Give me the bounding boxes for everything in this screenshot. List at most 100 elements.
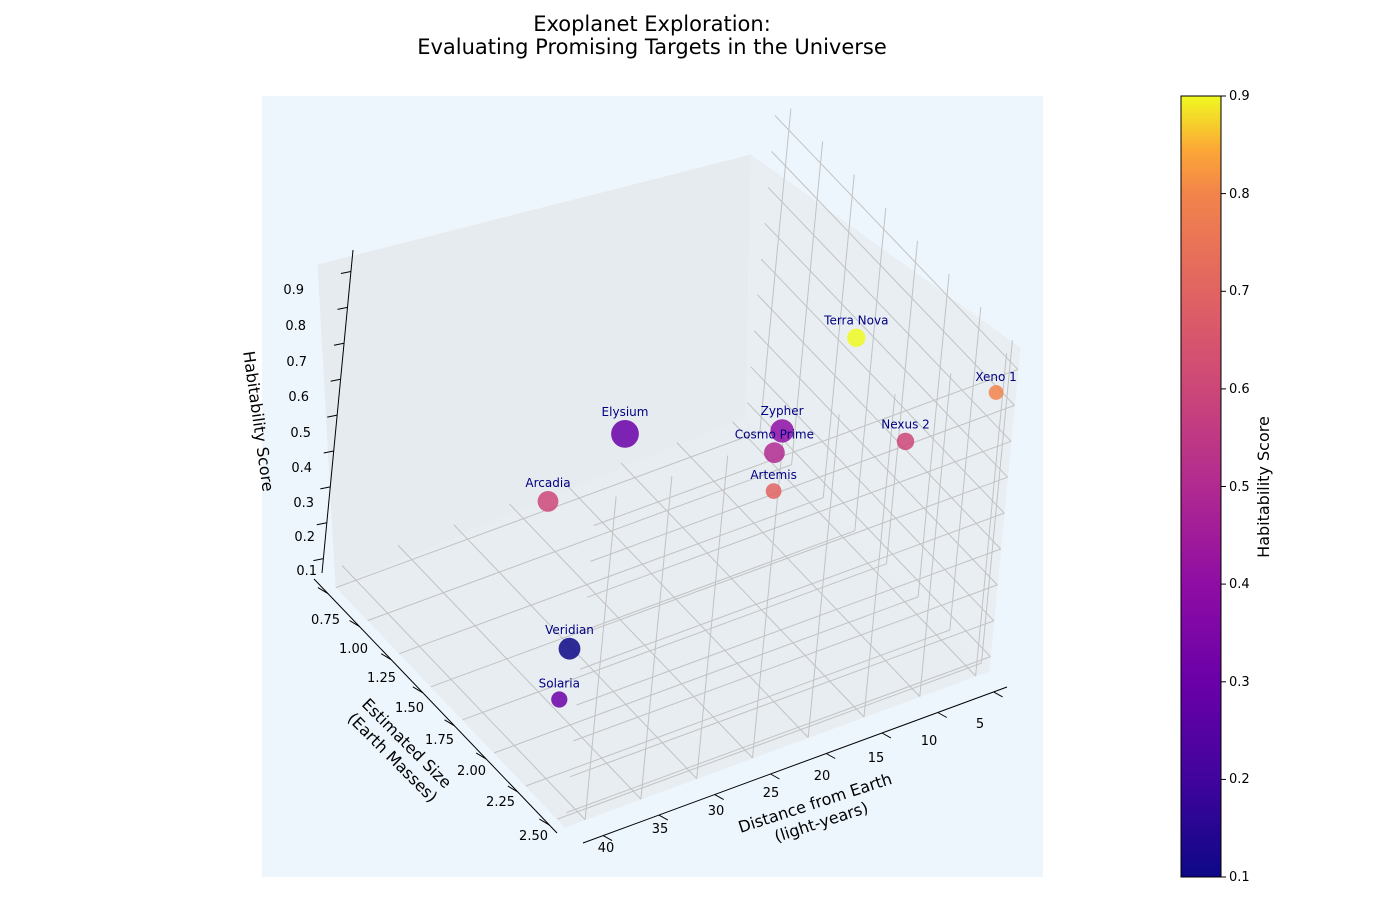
colorbar-ticks: [1221, 95, 1226, 878]
exoplanet-point: [558, 637, 581, 660]
x-tick-label: 5: [976, 717, 984, 732]
right-pane-grid-line: [583, 476, 1008, 634]
colorbar-tick-label: 0.1: [1229, 870, 1250, 885]
y-axis-tick: [380, 653, 392, 661]
x-tick-label: 15: [868, 751, 885, 766]
exoplanet-point: [896, 432, 915, 451]
left-pane-grid-line: [771, 151, 1015, 406]
floor-grid-line: [676, 442, 921, 697]
y-tick-label: 2.50: [519, 829, 548, 844]
exoplanet-point-label: Artemis: [750, 468, 797, 482]
z-tick-label: 0.9: [283, 283, 304, 298]
left-pane-grid-line: [764, 222, 1008, 478]
y-axis-tick: [507, 785, 519, 793]
left-pane-grid-line: [980, 340, 1013, 664]
left-pane-grid-line: [791, 141, 824, 465]
floor-grid-line: [557, 662, 982, 820]
exoplanet-point: [847, 328, 866, 347]
z-tick-label: 0.1: [296, 564, 317, 579]
x-axis-tick: [881, 732, 892, 739]
y-tick-label: 2.00: [457, 764, 486, 779]
exoplanet-point: [537, 491, 559, 512]
colorbar-tick-label: 0.9: [1229, 89, 1250, 104]
exoplanet-point: [765, 483, 782, 499]
floor-grid-line: [493, 596, 919, 754]
colorbar-tick-label: 0.6: [1229, 382, 1250, 397]
z-axis-tick: [330, 378, 341, 382]
exoplanet-point-label: Arcadia: [525, 476, 570, 490]
floor-grid-line: [367, 464, 792, 622]
x-tick-label: 30: [708, 804, 725, 819]
colorbar-tick-label: 0.5: [1229, 480, 1250, 495]
left-pane-grid-line: [822, 174, 855, 498]
floor-grid-line: [620, 462, 865, 718]
chart-title-line-2: Evaluating Promising Targets in the Univ…: [417, 35, 887, 59]
x-axis-tick: [658, 814, 669, 821]
left-pane-grid-line: [747, 402, 991, 657]
exoplanet-point: [770, 419, 794, 443]
right-pane-grid-line: [576, 548, 1001, 706]
y-tick-label: 1.00: [339, 642, 368, 657]
z-tick-label: 0.7: [286, 355, 307, 370]
left-pane-grid-line: [886, 240, 918, 564]
right-pane-grid-line: [640, 476, 673, 800]
z-axis-tick: [327, 414, 338, 418]
exoplanet-point-label: Nexus 2: [881, 418, 930, 432]
floor-grid-line: [732, 421, 976, 677]
exoplanet-point-label: Zypher: [761, 404, 804, 418]
right-pane-grid-line: [863, 393, 896, 718]
exoplanet-point: [764, 442, 785, 464]
floor-grid-line: [430, 530, 855, 688]
y-axis-tick: [539, 818, 550, 826]
y-tick-label: 2.25: [486, 795, 515, 810]
right-pane-grid-line: [584, 496, 617, 820]
x-axis-tick: [825, 753, 836, 759]
z-tick-label: 0.5: [290, 426, 311, 441]
y-axis-tick: [475, 752, 487, 760]
x-axis-tick: [937, 712, 948, 718]
floor-grid-line: [509, 503, 753, 759]
left-pane-grid-line: [753, 330, 998, 586]
y-axis-tick: [412, 686, 424, 694]
left-pane-grid-line: [757, 294, 1002, 550]
right-pane-grid-line: [919, 373, 952, 697]
z-axis-tick: [340, 271, 351, 274]
right-pane-grid-line: [566, 656, 991, 814]
z-tick-label: 0.3: [293, 496, 314, 511]
x-tick-label: 20: [814, 769, 831, 784]
floor-grid-line: [462, 563, 887, 721]
exoplanet-point-label: Xeno 1: [975, 370, 1016, 384]
floor-grid-line: [564, 483, 809, 738]
floor-grid-line: [397, 544, 642, 800]
colorbar-tick-label: 0.4: [1229, 577, 1250, 592]
z-tick-label: 0.2: [294, 530, 315, 545]
x-tick-label: 40: [598, 841, 615, 856]
left-pane-grid-line: [917, 273, 950, 597]
x-axis-tick: [993, 691, 1003, 698]
z-tick-label: 0.6: [288, 390, 309, 405]
z-tick-label: 0.8: [285, 319, 306, 334]
x-axis-tick: [770, 773, 780, 780]
right-pane-grid-line: [975, 352, 1008, 676]
right-pane-grid-line: [580, 512, 1005, 670]
right-pane-grid-line: [696, 455, 729, 779]
z-axis-tick: [323, 450, 334, 454]
colorbar-tick-label: 0.3: [1229, 675, 1250, 690]
z-axis-tick: [333, 342, 345, 346]
left-pane-grid-line: [854, 207, 887, 531]
y-tick-label: 1.25: [367, 671, 396, 686]
left-pane-grid-line: [759, 108, 792, 432]
exoplanet-point-label: Elysium: [602, 405, 649, 419]
exoplanet-point: [551, 691, 568, 708]
floor-grid-line: [341, 565, 586, 820]
z-tick-labels: 0.9 0.8 0.7 0.6 0.5 0.4 0.3 0.2 0.1: [283, 283, 317, 579]
exoplanet-point-label: Cosmo Prime: [735, 427, 814, 441]
colorbar-tick-label: 0.7: [1229, 284, 1250, 299]
right-pane-grid-line: [586, 440, 1012, 598]
chart-title-line-1: Exoplanet Exploration:: [533, 12, 771, 36]
x-tick-label: 35: [652, 822, 669, 837]
z-axis-tick: [316, 522, 327, 526]
x-tick-label: 10: [921, 734, 938, 749]
right-pane-grid-line: [590, 404, 1015, 562]
left-pane-grid-line: [760, 258, 1005, 514]
